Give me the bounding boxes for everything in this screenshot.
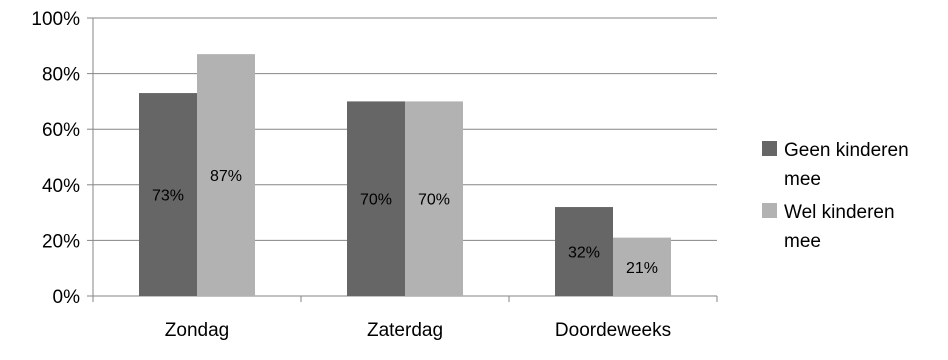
legend-label-line2: mee [784, 169, 821, 190]
y-tick-label: 80% [42, 65, 80, 86]
y-tick-label: 100% [31, 9, 80, 30]
bar [405, 101, 463, 297]
bar [347, 101, 405, 297]
data-label: 21% [626, 260, 658, 277]
x-tick-label: Zondag [165, 320, 229, 341]
bars [139, 54, 671, 297]
data-labels: 73% 87% 70% 70% 32% 21% [152, 168, 658, 277]
data-label: 87% [210, 168, 242, 185]
x-tick-label: Doordeweeks [555, 320, 671, 341]
y-tick-label: 40% [42, 176, 80, 197]
legend-label: Wel kinderen [784, 202, 895, 223]
bar [613, 237, 671, 296]
y-tick-label: 0% [53, 287, 81, 308]
y-tick-label: 60% [42, 120, 80, 141]
data-label: 70% [360, 192, 392, 209]
bar [197, 54, 255, 296]
x-axis: Zondag Zaterdag Doordeweeks [92, 295, 718, 341]
legend: Geen kinderen mee Wel kinderen mee [762, 140, 909, 252]
y-axis: 0% 20% 40% 60% 80% 100% [31, 9, 94, 308]
data-label: 73% [152, 188, 184, 205]
data-label: 70% [418, 192, 450, 209]
legend-swatch [762, 141, 777, 156]
bar [139, 93, 197, 296]
bar [555, 207, 613, 296]
legend-label: Geen kinderen [784, 140, 909, 161]
legend-swatch [762, 203, 777, 218]
legend-label-line2: mee [784, 231, 821, 252]
x-tick-label: Zaterdag [367, 320, 443, 341]
y-tick-label: 20% [42, 231, 80, 252]
data-label: 32% [568, 245, 600, 262]
